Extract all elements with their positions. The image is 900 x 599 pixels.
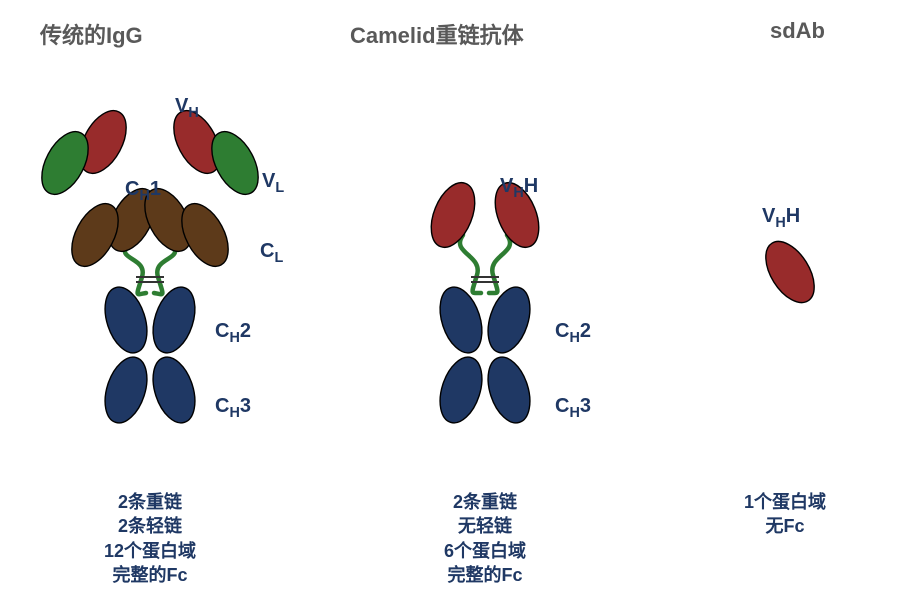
- cam-vhh-left: [423, 176, 484, 253]
- desc-line: 无Fc: [685, 514, 885, 538]
- desc-line: 完整的Fc: [385, 563, 585, 587]
- desc-camelid: 2条重链无轻链6个蛋白域完整的Fc: [385, 490, 585, 587]
- domain-label: CH3: [555, 395, 591, 421]
- desc-line: 无轻链: [385, 514, 585, 538]
- title-camelid: Camelid重链抗体: [350, 18, 524, 50]
- domain-label: VH: [175, 95, 199, 121]
- domain-label: CH1: [125, 178, 161, 204]
- hinge-left: [125, 245, 146, 294]
- desc-line: 6个蛋白域: [385, 539, 585, 563]
- desc-line: 2条轻链: [50, 514, 250, 538]
- domain-label: CH2: [555, 320, 591, 346]
- title-sdab: sdAb: [770, 18, 825, 44]
- desc-igg: 2条重链2条轻链12个蛋白域完整的Fc: [50, 490, 250, 587]
- domain-label: CL: [260, 240, 283, 266]
- cam-ch3-left: [432, 352, 489, 428]
- desc-line: 12个蛋白域: [50, 539, 250, 563]
- hinge-right: [154, 245, 175, 294]
- hinge-left: [460, 235, 481, 293]
- domain-label: VHH: [762, 205, 800, 231]
- desc-line: 2条重链: [50, 490, 250, 514]
- domain-label: VL: [262, 170, 284, 196]
- desc-line: 1个蛋白域: [685, 490, 885, 514]
- igg-ch3-right: [145, 352, 202, 428]
- domain-label: CH2: [215, 320, 251, 346]
- desc-sdab: 1个蛋白域无Fc: [685, 490, 885, 539]
- hinge-right: [489, 235, 510, 293]
- domain-label: CH3: [215, 395, 251, 421]
- cam-ch3-right: [480, 352, 537, 428]
- desc-line: 完整的Fc: [50, 563, 250, 587]
- sdab-vhh: [756, 233, 824, 311]
- igg-ch3-left: [97, 352, 154, 428]
- domain-label: VHH: [500, 175, 538, 201]
- desc-line: 2条重链: [385, 490, 585, 514]
- title-igg: 传统的IgG: [40, 18, 143, 50]
